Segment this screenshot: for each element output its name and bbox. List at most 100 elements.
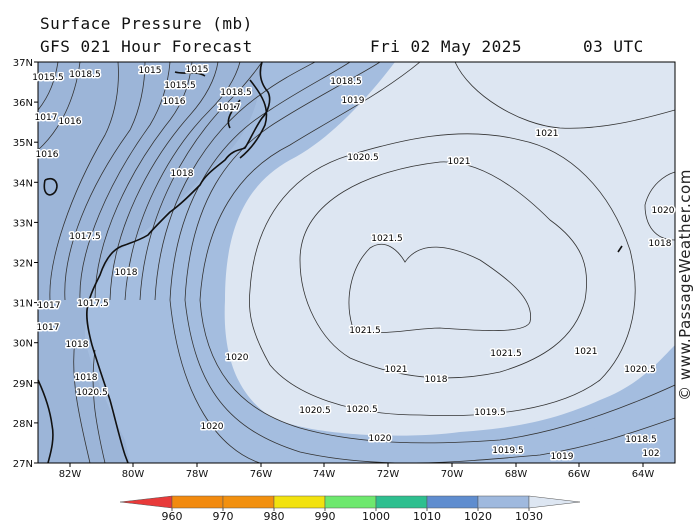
isobar-label: 1020.5 xyxy=(624,365,656,375)
band-low-southeast xyxy=(500,400,675,463)
isobar-label: 1015 xyxy=(139,66,162,76)
isobar-label: 1018 xyxy=(649,239,672,249)
albemarle-shore xyxy=(174,71,206,77)
forecast-model: GFS 021 Hour Forecast xyxy=(40,37,253,56)
isobar-label: 1018 xyxy=(75,373,98,383)
watermark-text: © www.PassageWeather.com xyxy=(676,169,694,401)
isobar-label: 1019.5 xyxy=(492,446,524,456)
isobar-label: 1020 xyxy=(369,434,392,444)
colorbar-label: 1010 xyxy=(413,510,441,523)
isobar-1016 xyxy=(79,62,171,301)
colorbar-label: 1000 xyxy=(362,510,390,523)
isobar-label: 1020.5 xyxy=(76,388,108,398)
isobar-east-1021 xyxy=(454,62,675,129)
isobar-label: 1018 xyxy=(171,169,194,179)
isobar-label: 1015.5 xyxy=(32,73,64,83)
isobar-label: 1018 xyxy=(115,268,138,278)
colorbar-label: 960 xyxy=(162,510,183,523)
colorbar-high-arrow xyxy=(528,495,581,509)
isobar-label: 1017.5 xyxy=(69,232,101,242)
isobar-label: 1020 xyxy=(201,422,224,432)
isobar-label: 1016 xyxy=(36,150,59,160)
lon-label: 76W xyxy=(250,469,273,480)
lat-label: 31N xyxy=(13,299,33,310)
colorbar-label: 1030 xyxy=(515,510,543,523)
us-east-coastline xyxy=(85,61,271,464)
inland-lake xyxy=(43,177,58,196)
colorbar-swatch xyxy=(426,495,479,509)
outer-banks xyxy=(239,79,268,159)
isobar-label: 1017 xyxy=(38,301,61,311)
contour-labels: 1015.5 1018.5 1015 10151015.510161018.51017… xyxy=(31,64,676,464)
colorbar-low-arrow xyxy=(119,495,173,509)
lat-label: 33N xyxy=(13,218,33,229)
lon-label: 68W xyxy=(505,469,528,480)
isobar-label: 1020.5 xyxy=(299,406,331,416)
colorbar-swatch xyxy=(477,495,530,509)
lat-label: 36N xyxy=(13,98,33,109)
isobars xyxy=(38,62,675,463)
isobar-label: 1017.5 xyxy=(77,299,109,309)
colorbar-swatch xyxy=(324,495,377,509)
isobar-label: 1015 xyxy=(186,65,209,75)
isobar-label: 1021.5 xyxy=(490,349,522,359)
isobar-label: 1021 xyxy=(575,347,598,357)
colorbar-swatch xyxy=(171,495,224,509)
isobar-label: 1021.5 xyxy=(349,326,381,336)
map-title: Surface Pressure (mb) xyxy=(40,14,253,33)
isobar-label: 1020 xyxy=(226,353,249,363)
isobar-label: 1017 xyxy=(218,103,241,113)
lon-label: 80W xyxy=(122,469,145,480)
forecast-date: Fri 02 May 2025 xyxy=(370,37,522,56)
isobar-label: 1021 xyxy=(536,129,559,139)
lon-label: 64W xyxy=(632,469,655,480)
isobar-label: 1018.5 xyxy=(625,435,657,445)
lon-label: 72W xyxy=(377,469,400,480)
isobar-1017 xyxy=(109,62,219,301)
lat-label: 37N xyxy=(13,58,33,69)
coastline xyxy=(37,61,623,464)
isobar-1021-5 xyxy=(348,243,532,333)
isobar-label: 1021 xyxy=(448,157,471,167)
isobar-1015-5 xyxy=(64,62,146,301)
isobar-label: 1018 xyxy=(66,340,89,350)
land-mask-west xyxy=(38,62,262,463)
isobar-1020 xyxy=(199,62,675,444)
lat-label: 27N xyxy=(13,459,33,470)
lon-label: 70W xyxy=(441,469,464,480)
lat-label: 28N xyxy=(13,419,33,430)
isobar-label: 1016 xyxy=(163,97,186,107)
isobar-1017-5 xyxy=(124,62,241,301)
isobar-label: 1019.5 xyxy=(474,408,506,418)
isobar-label: 1015.5 xyxy=(164,81,196,91)
isobar-1018-5 xyxy=(154,62,316,301)
lon-label: 78W xyxy=(186,469,209,480)
isobar-label: 1018 xyxy=(425,375,448,385)
lon-label: 66W xyxy=(568,469,591,480)
isobar-1018 xyxy=(139,62,263,301)
isobar-label: 1021.5 xyxy=(371,234,403,244)
isobar-label: 1018.5 xyxy=(330,77,362,87)
sound-inlet xyxy=(227,99,241,129)
colorbar-label: 990 xyxy=(315,510,336,523)
longitude-axis: 82W 80W 78W 76W 74W 72W 70W 68W 66W 64W xyxy=(59,463,655,480)
isobar-1015 xyxy=(49,62,119,301)
colorbar-swatch xyxy=(375,495,428,509)
isobar-label: 1020.5 xyxy=(347,153,379,163)
colorbar-label: 970 xyxy=(213,510,234,523)
isobar-east-1020 xyxy=(644,171,675,241)
isobar-label: 1020.5 xyxy=(346,405,378,415)
isobar-label: 1018.5 xyxy=(69,70,101,80)
watermark: © www.PassageWeather.com xyxy=(675,150,695,420)
lat-label: 32N xyxy=(13,259,33,270)
colorbar-swatch xyxy=(273,495,326,509)
isobar-south-2 xyxy=(92,349,106,463)
colorbar-swatch xyxy=(222,495,275,509)
colorbar-label: 980 xyxy=(264,510,285,523)
band-1020-1025-east-edge xyxy=(640,170,675,225)
latitude-axis: 37N 36N 35N 34N 33N 32N 31N 30N 29N 28N 27N xyxy=(13,58,38,470)
isobar-label: 1018.5 xyxy=(220,88,252,98)
lat-label: 34N xyxy=(13,178,33,189)
isobar-label: 1017 xyxy=(35,113,58,123)
